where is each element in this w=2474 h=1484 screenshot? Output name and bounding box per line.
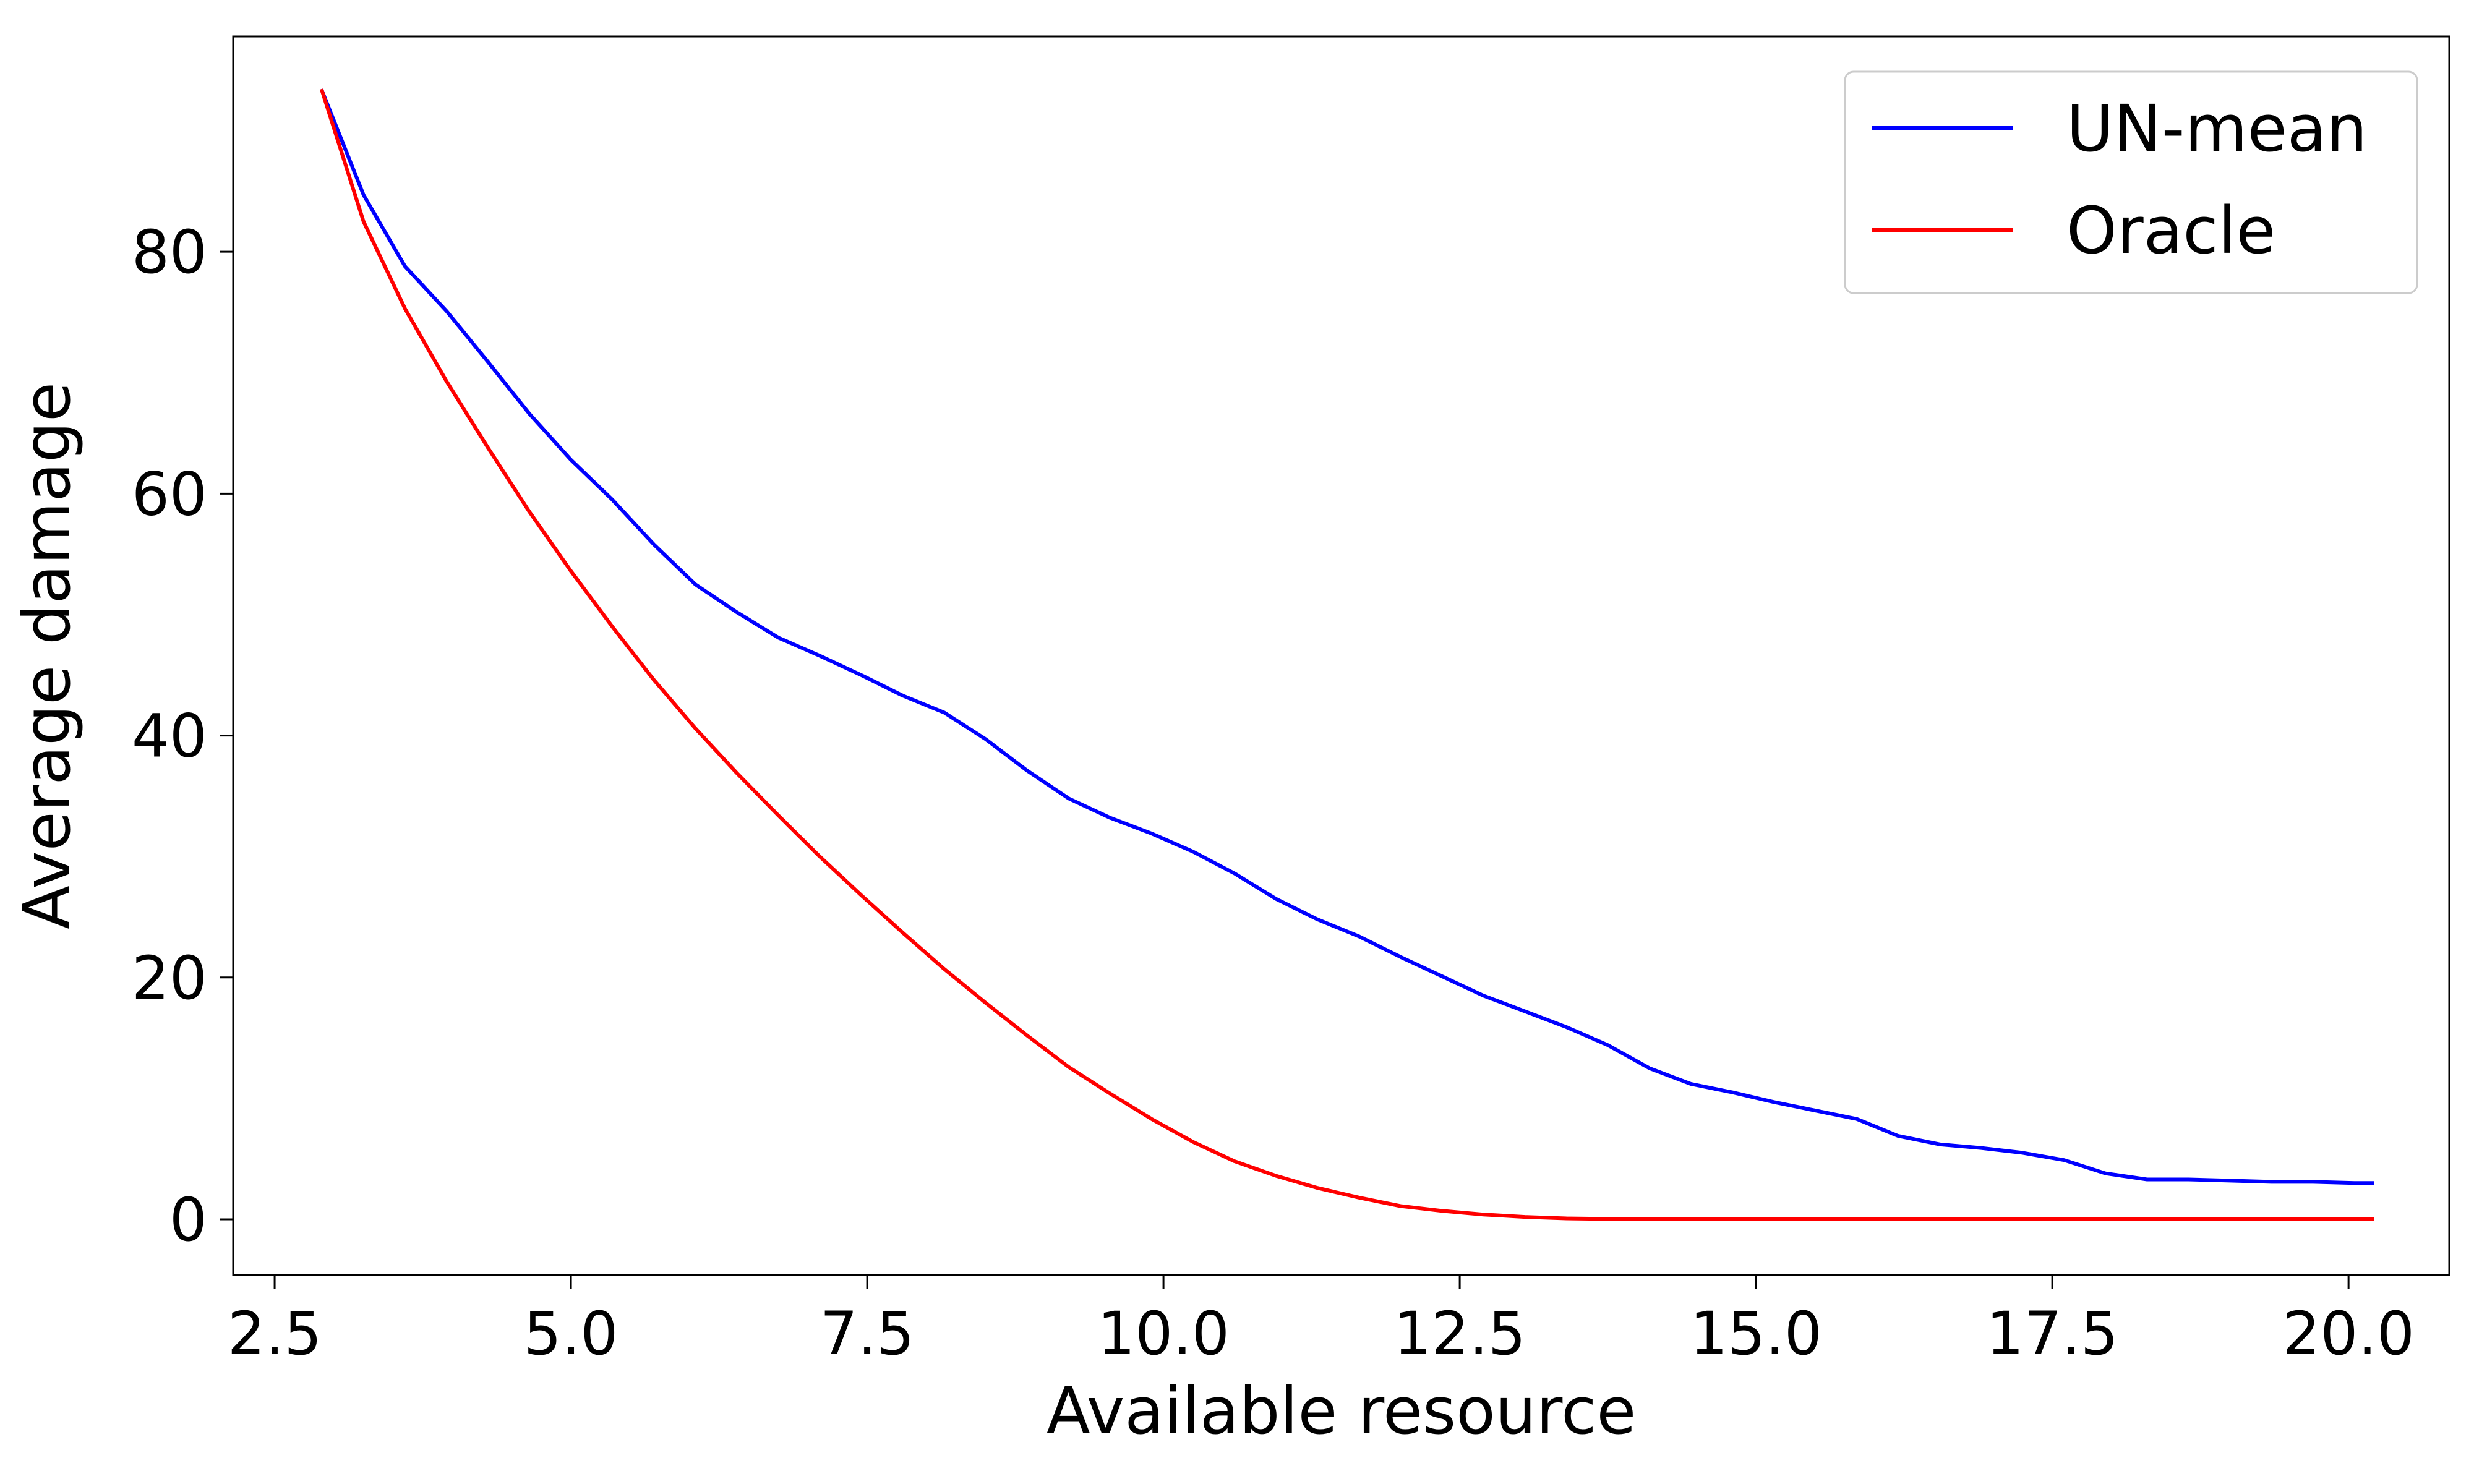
y-tick-label: 80 [132,218,207,287]
x-tick-label: 17.5 [1986,1299,2118,1368]
series-line-oracle [319,88,2374,1221]
y-axis-ticks: 0 20 40 60 80 [132,218,233,1255]
legend-label: UN-mean [2066,91,2367,166]
x-tick-label: 12.5 [1393,1299,1526,1368]
x-axis-label: Available resource [1047,1373,1637,1449]
legend: UN-mean Oracle [1844,70,2418,294]
x-tick-label: 20.0 [2282,1299,2415,1368]
x-tick-label: 15.0 [1690,1299,1822,1368]
x-tick-label: 2.5 [228,1299,322,1368]
y-tick-label: 60 [132,459,207,529]
series-line-un-mean [319,88,2374,1185]
series-layer [319,88,2374,1221]
x-axis-ticks: 2.5 5.0 7.5 10.0 12.5 15.0 17.5 20.0 [228,1275,2415,1368]
x-tick-label: 10.0 [1097,1299,1230,1368]
plot-frame [232,35,2450,1276]
legend-label: Oracle [2066,193,2275,268]
y-tick-label: 40 [132,702,207,771]
x-tick-label: 5.0 [524,1299,618,1368]
y-axis-label: Average damage [9,382,85,929]
y-tick-label: 20 [132,944,207,1013]
x-tick-label: 7.5 [820,1299,915,1368]
y-tick-label: 0 [169,1185,207,1255]
